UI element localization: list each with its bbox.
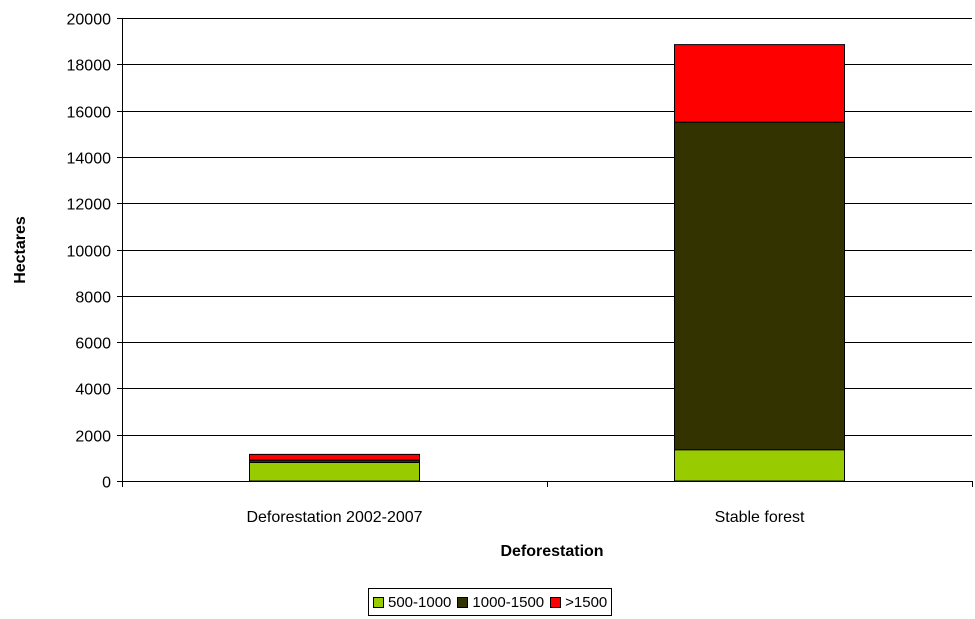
bars xyxy=(249,44,845,482)
y-tick-label: 14000 xyxy=(67,151,112,168)
x-axis: Deforestation 2002-2007 Stable forest xyxy=(122,481,973,526)
bar-segment-2 xyxy=(674,121,845,451)
legend-swatch xyxy=(373,596,384,608)
stacked-bar-chart: 0 2000 4000 6000 8000 10000 12000 14000 16000 180… xyxy=(12,12,973,560)
legend-label: >1500 xyxy=(565,593,608,611)
gridlines xyxy=(122,18,972,436)
bar-segment-1 xyxy=(249,461,420,482)
bar-segment-3 xyxy=(674,44,845,123)
y-axis-title: Hectares xyxy=(12,216,29,284)
y-axis: 0 2000 4000 6000 8000 10000 12000 14000 16000 180… xyxy=(67,12,123,492)
y-tick-label: 12000 xyxy=(67,197,112,214)
y-tick-label: 10000 xyxy=(67,244,112,261)
legend: 500-1000 1000-1500 >1500 xyxy=(368,588,613,616)
y-tick-label: 20000 xyxy=(67,12,112,29)
bar-segment-3 xyxy=(249,453,420,461)
bar-segment-1 xyxy=(674,449,845,482)
y-tick-label: 8000 xyxy=(75,290,111,307)
y-tick-label: 2000 xyxy=(75,429,111,446)
y-tick-label: 16000 xyxy=(67,105,112,122)
legend-item: 1000-1500 xyxy=(457,594,544,611)
x-category-label: Deforestation 2002-2007 xyxy=(246,509,422,526)
y-tick-label: 18000 xyxy=(67,58,112,75)
legend-swatch xyxy=(457,596,469,608)
legend-item: >1500 xyxy=(550,594,607,611)
legend-label: 1000-1500 xyxy=(472,593,545,611)
legend-swatch xyxy=(550,596,562,608)
y-tick-label: 0 xyxy=(102,475,111,492)
y-tick-label: 6000 xyxy=(75,336,111,353)
x-axis-title: Deforestation xyxy=(500,543,603,560)
legend-item: 500-1000 xyxy=(373,594,451,611)
x-category-label: Stable forest xyxy=(715,509,805,526)
y-tick-label: 4000 xyxy=(75,382,111,399)
legend-label: 500-1000 xyxy=(388,593,452,611)
